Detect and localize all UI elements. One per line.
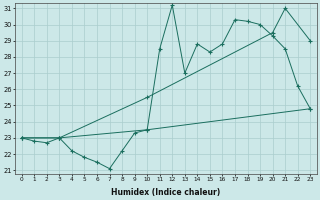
X-axis label: Humidex (Indice chaleur): Humidex (Indice chaleur) bbox=[111, 188, 220, 197]
